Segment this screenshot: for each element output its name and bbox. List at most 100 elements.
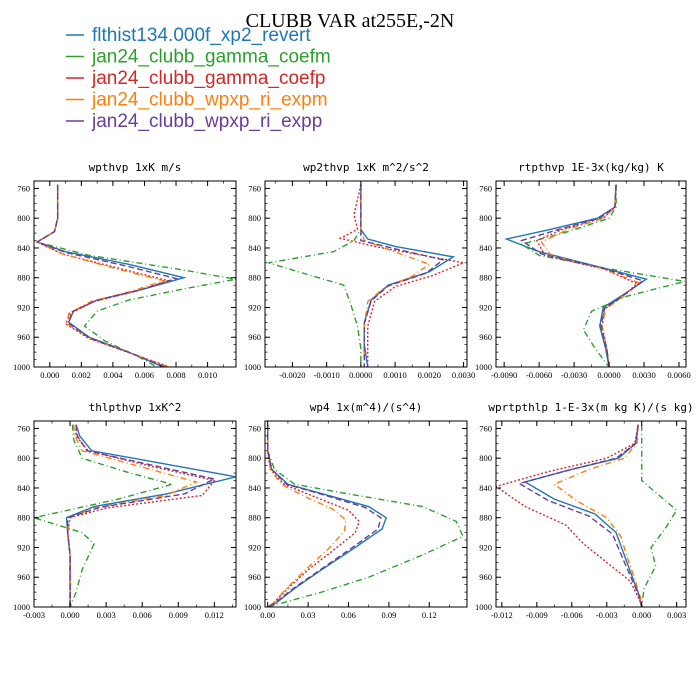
y-tick-label: 1000: [13, 362, 30, 372]
y-tick-label: 880: [248, 273, 261, 283]
y-tick-label: 1000: [475, 362, 492, 372]
plot-frame: [33, 420, 237, 608]
y-tick-label: 840: [248, 243, 261, 253]
series-line: [504, 184, 649, 367]
series-line: [35, 184, 169, 367]
y-tick-label: 760: [479, 183, 492, 193]
y-tick-label: 760: [17, 423, 30, 433]
x-tick-label: 0.00: [260, 610, 275, 620]
y-tick-label: 920: [248, 302, 261, 312]
series-line: [523, 424, 643, 607]
plot-frame: [495, 180, 687, 368]
y-tick-label: 800: [17, 453, 30, 463]
y-tick-label: 920: [479, 542, 492, 552]
panel-title: wpthvp 1xK m/s: [89, 161, 182, 174]
y-tick-label: 880: [479, 513, 492, 523]
y-tick-label: 800: [479, 213, 492, 223]
x-tick-label: 0.003: [667, 610, 686, 620]
y-tick-label: 1000: [475, 602, 492, 612]
y-tick-label: 840: [17, 483, 30, 493]
x-tick-label: -0.0060: [526, 370, 552, 380]
series-line: [338, 184, 467, 367]
panel-2: wp2thvp 1xK m^2/s^2 760 800 840 880 920 960 100…: [244, 161, 475, 380]
series-line: [266, 424, 347, 607]
panels: wpthvp 1xK m/s76080084088092096010000.00…: [13, 161, 694, 620]
x-tick-label: 0.010: [198, 370, 217, 380]
legend-entry: jan24_clubb_gamma_coefm: [91, 47, 331, 68]
series-line: [65, 424, 236, 607]
series-line: [360, 184, 445, 367]
y-tick-label: 1000: [244, 602, 261, 612]
legend-entry: jan24_clubb_gamma_coefp: [91, 68, 325, 89]
panel-6: wprtpthlp 1-E-3x(m kg K)/(s kg) 760 800 840…: [475, 401, 694, 620]
x-tick-label: 0.000: [61, 610, 80, 620]
series-line: [552, 424, 643, 607]
x-tick-label: 0.003: [97, 610, 116, 620]
x-tick-label: 0.06: [341, 610, 356, 620]
y-tick-label: 920: [17, 542, 30, 552]
panel-title: thlpthvp 1xK^2: [89, 401, 182, 414]
y-tick-label: 960: [248, 572, 261, 582]
x-tick-label: 0.0010: [383, 370, 406, 380]
x-tick-label: -0.0010: [314, 370, 340, 380]
x-tick-label: 0.000: [40, 370, 59, 380]
series-line: [520, 184, 645, 367]
panel-title: wprtpthlp 1-E-3x(m kg K)/(s kg): [488, 401, 693, 414]
y-tick-label: 880: [17, 513, 30, 523]
y-tick-label: 760: [479, 423, 492, 433]
y-tick-label: 840: [479, 243, 492, 253]
panel-3: rtpthvp 1E-3x(kg/kg) K 760 800 840 880 920 960…: [475, 161, 691, 380]
y-tick-label: 760: [248, 183, 261, 193]
x-tick-label: -0.0090: [491, 370, 517, 380]
y-tick-label: 800: [479, 453, 492, 463]
y-tick-label: 800: [248, 213, 261, 223]
series-line: [266, 424, 388, 607]
series-line: [360, 184, 431, 367]
y-tick-label: 960: [17, 332, 30, 342]
x-tick-label: 0.009: [169, 610, 188, 620]
x-tick-label: 0.0030: [452, 370, 475, 380]
x-tick-label: 0.0030: [632, 370, 655, 380]
panel-1: wpthvp 1xK m/s 760 800 840 880 920 960 1000 0.00…: [13, 161, 237, 380]
x-tick-label: 0.012: [205, 610, 224, 620]
figure-title: CLUBB VAR at255E,-2N: [246, 10, 455, 32]
series-line: [641, 424, 678, 607]
series-line: [517, 424, 643, 607]
x-tick-label: 0.004: [103, 370, 123, 380]
plot-frame: [33, 180, 237, 368]
legend: flthist134.000f_xp2_revertjan24_clubb_ga…: [66, 25, 331, 132]
series-line: [268, 184, 362, 367]
plot-frame: [264, 180, 468, 368]
panel-title: wp2thvp 1xK m^2/s^2: [303, 161, 429, 174]
series-line: [360, 184, 456, 367]
x-tick-label: 0.008: [166, 370, 185, 380]
plot-frame: [264, 420, 468, 608]
x-tick-label: -0.0020: [279, 370, 305, 380]
series-line: [66, 424, 217, 607]
x-tick-label: -0.003: [596, 610, 618, 620]
y-tick-label: 920: [17, 302, 30, 312]
x-tick-label: -0.0030: [561, 370, 587, 380]
legend-entry: jan24_clubb_wpxp_ri_expp: [91, 111, 322, 132]
y-tick-label: 760: [248, 423, 261, 433]
x-tick-label: 0.0020: [418, 370, 441, 380]
panel-title: rtpthvp 1E-3x(kg/kg) K: [518, 161, 664, 174]
y-tick-label: 880: [248, 513, 261, 523]
y-tick-label: 960: [479, 332, 492, 342]
y-tick-label: 800: [248, 453, 261, 463]
x-tick-label: 0.006: [135, 370, 154, 380]
panel-5: wp4 1x(m^4)/(s^4)76080084088092096010000…: [244, 401, 468, 620]
y-tick-label: 760: [17, 183, 30, 193]
series-line: [266, 424, 382, 607]
x-tick-label: -0.003: [23, 610, 45, 620]
legend-entry: flthist134.000f_xp2_revert: [92, 25, 311, 46]
series-line: [266, 424, 361, 607]
x-tick-label: -0.009: [526, 610, 548, 620]
y-tick-label: 920: [479, 302, 492, 312]
y-tick-label: 920: [248, 542, 261, 552]
x-tick-label: 0.09: [381, 610, 396, 620]
x-tick-label: 0.12: [422, 610, 437, 620]
y-tick-label: 880: [479, 273, 492, 283]
series-line: [519, 184, 686, 367]
